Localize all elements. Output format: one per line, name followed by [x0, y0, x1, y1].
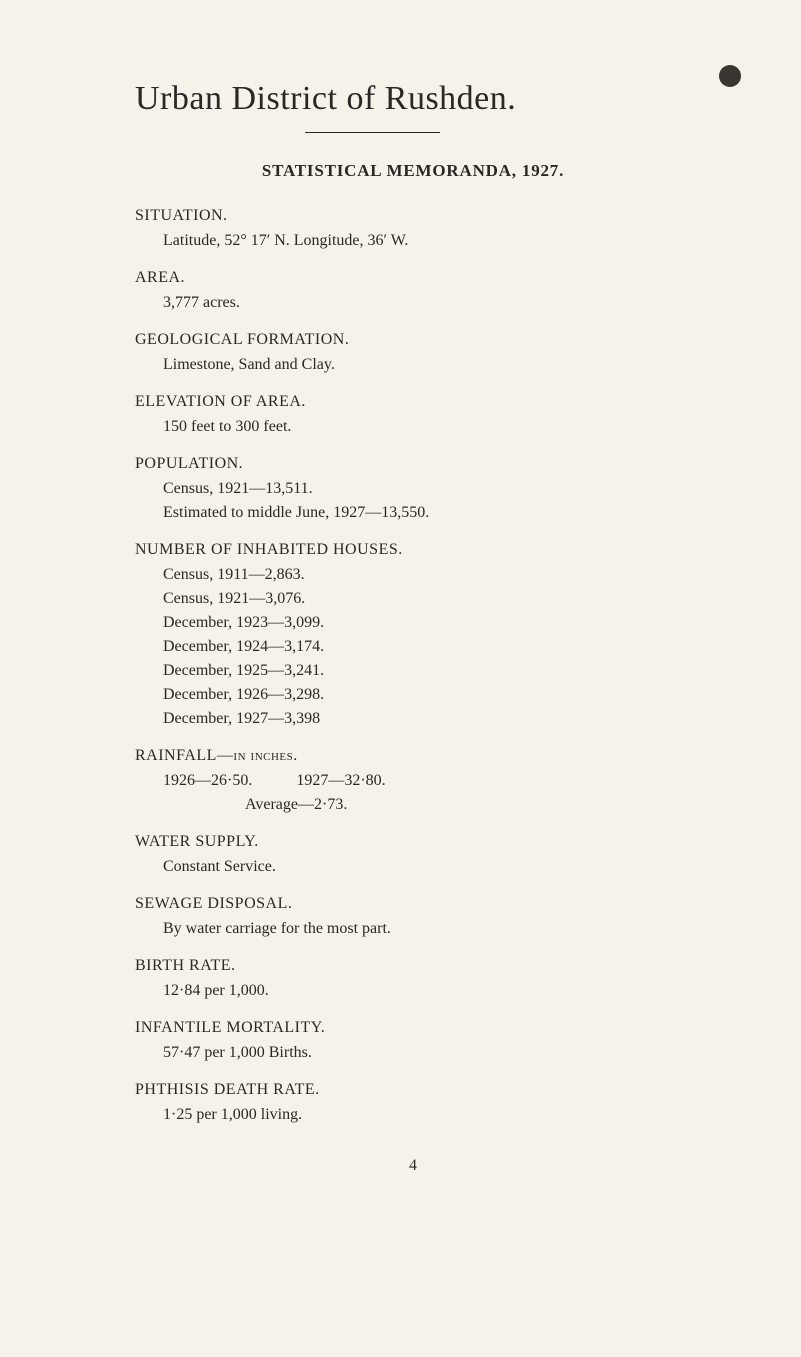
rainfall-years: 1926—26·50. 1927—32·80. — [135, 769, 691, 793]
water-section: WATER SUPPLY. Constant Service. — [135, 833, 691, 879]
page-number: 4 — [135, 1157, 691, 1175]
phthisis-section: PHTHISIS DEATH RATE. 1·25 per 1,000 livi… — [135, 1081, 691, 1127]
water-heading: WATER SUPPLY. — [135, 833, 691, 851]
houses-line: December, 1923—3,099. — [135, 611, 691, 635]
sewage-heading: SEWAGE DISPOSAL. — [135, 895, 691, 913]
sewage-value: By water carriage for the most part. — [135, 917, 691, 941]
rainfall-year-1: 1926—26·50. — [163, 769, 252, 793]
situation-value: Latitude, 52° 17′ N. Longitude, 36′ W. — [135, 229, 691, 253]
geological-value: Limestone, Sand and Clay. — [135, 353, 691, 377]
birth-value: 12·84 per 1,000. — [135, 979, 691, 1003]
population-section: POPULATION. Census, 1921—13,511. Estimat… — [135, 455, 691, 525]
phthisis-value: 1·25 per 1,000 living. — [135, 1103, 691, 1127]
elevation-section: ELEVATION OF AREA. 150 feet to 300 feet. — [135, 393, 691, 439]
phthisis-heading: PHTHISIS DEATH RATE. — [135, 1081, 691, 1099]
area-value: 3,777 acres. — [135, 291, 691, 315]
population-line-1: Census, 1921—13,511. — [135, 477, 691, 501]
rainfall-heading: RAINFALL—in inches. — [135, 747, 691, 765]
houses-line: Census, 1921—3,076. — [135, 587, 691, 611]
rainfall-heading-prefix: RAINFALL— — [135, 747, 233, 764]
birth-section: BIRTH RATE. 12·84 per 1,000. — [135, 957, 691, 1003]
population-line-2: Estimated to middle June, 1927—13,550. — [135, 501, 691, 525]
houses-line: December, 1925—3,241. — [135, 659, 691, 683]
page-title: Urban District of Rushden. — [135, 80, 691, 118]
houses-line: December, 1924—3,174. — [135, 635, 691, 659]
water-value: Constant Service. — [135, 855, 691, 879]
sewage-section: SEWAGE DISPOSAL. By water carriage for t… — [135, 895, 691, 941]
rainfall-heading-suffix: in inches. — [233, 747, 297, 764]
infantile-section: INFANTILE MORTALITY. 57·47 per 1,000 Bir… — [135, 1019, 691, 1065]
infantile-value: 57·47 per 1,000 Births. — [135, 1041, 691, 1065]
situation-heading: SITUATION. — [135, 207, 691, 225]
birth-heading: BIRTH RATE. — [135, 957, 691, 975]
houses-line: Census, 1911—2,863. — [135, 563, 691, 587]
geological-section: GEOLOGICAL FORMATION. Limestone, Sand an… — [135, 331, 691, 377]
population-heading: POPULATION. — [135, 455, 691, 473]
houses-heading: NUMBER OF INHABITED HOUSES. — [135, 541, 691, 559]
page-subtitle: STATISTICAL MEMORANDA, 1927. — [135, 161, 691, 181]
area-section: AREA. 3,777 acres. — [135, 269, 691, 315]
houses-line: December, 1926—3,298. — [135, 683, 691, 707]
rainfall-average: Average—2·73. — [135, 793, 691, 817]
geological-heading: GEOLOGICAL FORMATION. — [135, 331, 691, 349]
area-heading: AREA. — [135, 269, 691, 287]
rainfall-section: RAINFALL—in inches. 1926—26·50. 1927—32·… — [135, 747, 691, 817]
title-rule — [305, 132, 440, 133]
situation-section: SITUATION. Latitude, 52° 17′ N. Longitud… — [135, 207, 691, 253]
houses-line: December, 1927—3,398 — [135, 707, 691, 731]
infantile-heading: INFANTILE MORTALITY. — [135, 1019, 691, 1037]
rainfall-year-2: 1927—32·80. — [296, 769, 385, 793]
page-marker-icon — [719, 65, 741, 87]
elevation-heading: ELEVATION OF AREA. — [135, 393, 691, 411]
houses-section: NUMBER OF INHABITED HOUSES. Census, 1911… — [135, 541, 691, 731]
elevation-value: 150 feet to 300 feet. — [135, 415, 691, 439]
